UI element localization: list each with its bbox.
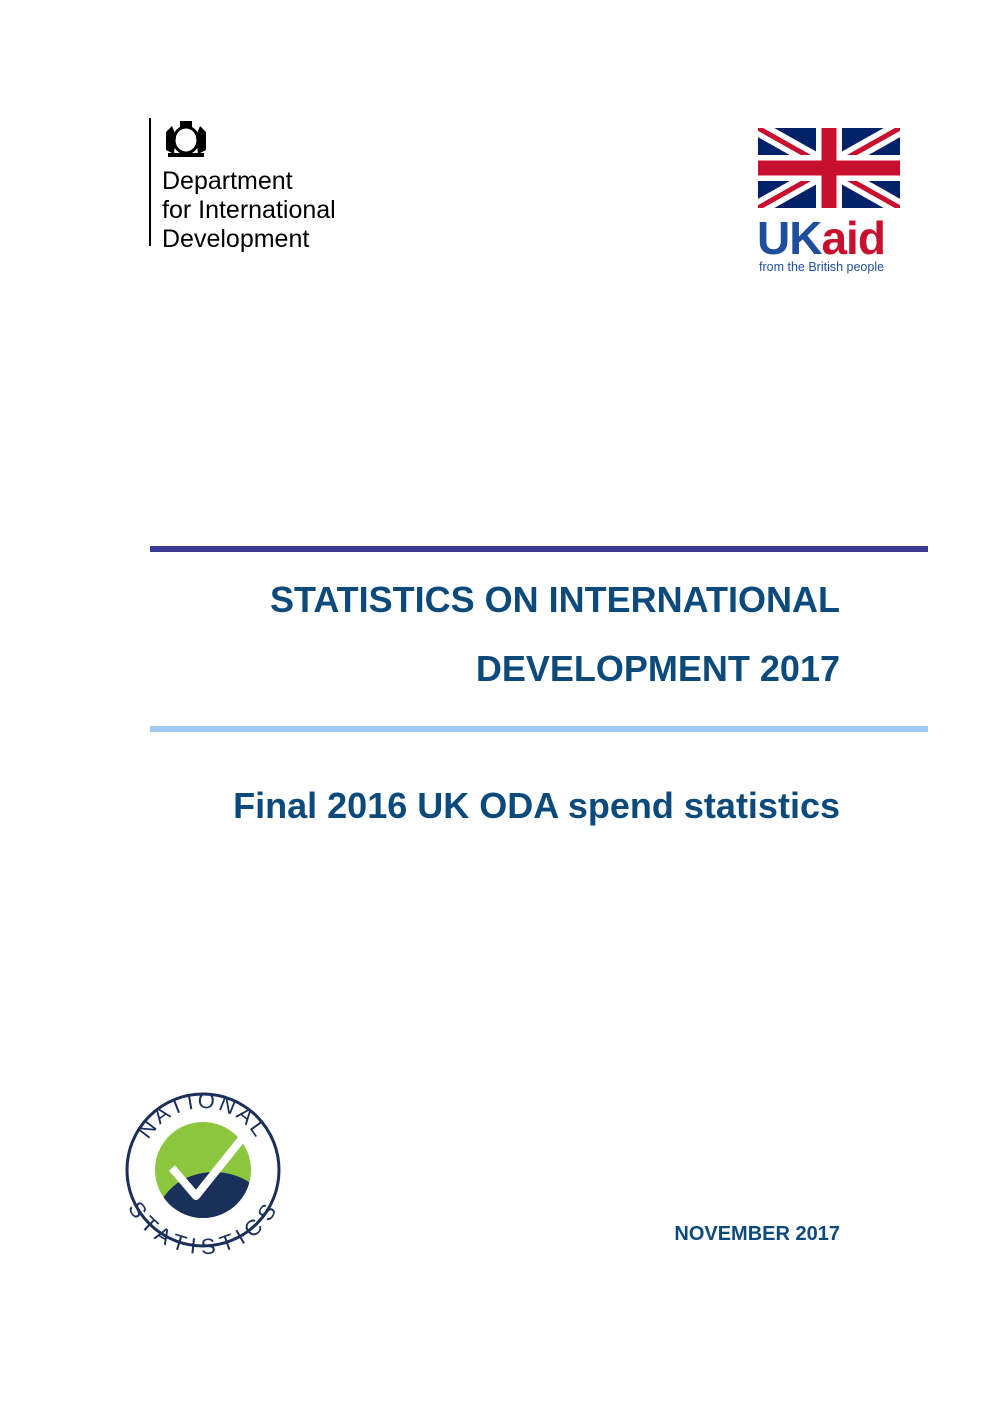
ukaid-tagline: from the British people (759, 260, 884, 274)
ukaid-logo: UKaid from the British people (757, 128, 900, 274)
title-line: DEVELOPMENT 2017 (476, 648, 840, 689)
department-line: Department (162, 167, 293, 195)
subtitle: Final 2016 UK ODA spend statistics (233, 785, 840, 826)
ukaid-wordmark: UKaid (757, 212, 885, 264)
union-flag (758, 128, 900, 208)
title-line: STATISTICS ON INTERNATIONAL (270, 579, 840, 620)
dfid-logo: Department for International Development (149, 118, 336, 253)
date: NOVEMBER 2017 (674, 1223, 840, 1245)
department-line: Development (162, 225, 309, 253)
uk-text: UK (757, 212, 822, 264)
aid-text: aid (821, 212, 884, 264)
department-line: for International (162, 196, 336, 224)
crest (166, 121, 206, 157)
national-statistics-logo: NATIONAL STATISTICS (123, 1088, 281, 1259)
